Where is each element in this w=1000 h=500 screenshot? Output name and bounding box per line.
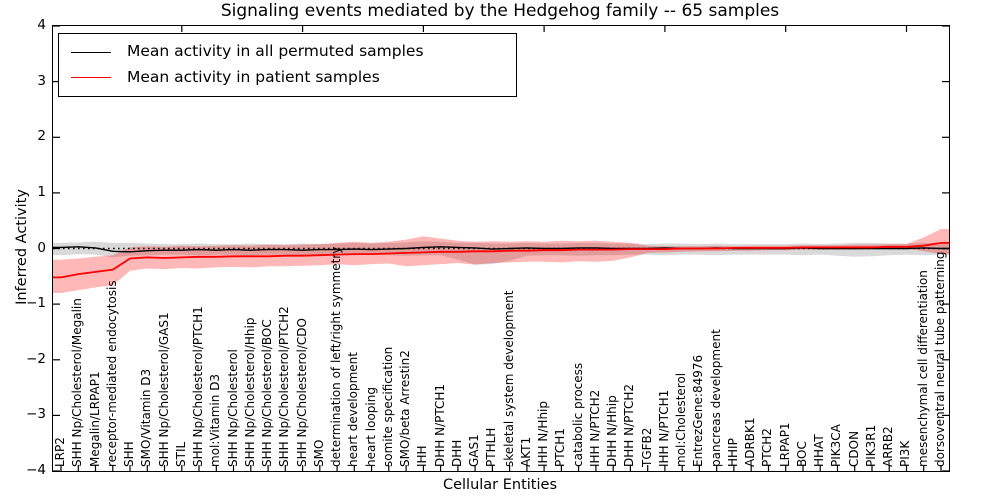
y-tick-label: −4	[26, 462, 46, 478]
legend-item-permuted: Mean activity in all permuted samples	[71, 44, 516, 60]
y-tick-label: −3	[26, 406, 46, 423]
y-tick-label: 1	[37, 183, 46, 200]
y-tick-label: 0	[37, 239, 46, 256]
plot-area	[52, 25, 950, 472]
y-tick-label: 2	[37, 128, 46, 145]
legend: Mean activity in all permuted samples Me…	[58, 33, 517, 97]
black-line-swatch-icon	[71, 51, 111, 53]
chart-title: Signaling events mediated by the Hedgeho…	[220, 1, 780, 21]
chart-canvas	[53, 26, 949, 471]
x-axis-label: Cellular Entities	[442, 477, 558, 493]
red-line-swatch-icon	[71, 77, 111, 79]
legend-label-patient: Mean activity in patient samples	[127, 68, 380, 87]
y-tick-label: 3	[37, 72, 46, 89]
y-axis-label: Inferred Activity	[14, 189, 30, 305]
legend-label-permuted: Mean activity in all permuted samples	[127, 42, 424, 61]
y-tick-label: −2	[26, 350, 46, 367]
y-tick-label: 4	[37, 17, 46, 33]
legend-item-patient: Mean activity in patient samples	[71, 70, 516, 86]
